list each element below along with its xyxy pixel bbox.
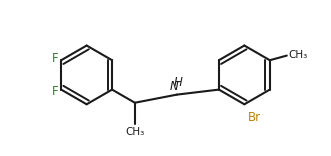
Text: F: F xyxy=(52,52,59,65)
Text: H: H xyxy=(174,76,183,89)
Text: N: N xyxy=(170,80,179,93)
Text: CH₃: CH₃ xyxy=(288,50,307,60)
Text: F: F xyxy=(52,85,59,98)
Text: Br: Br xyxy=(248,111,261,124)
Text: CH₃: CH₃ xyxy=(125,127,144,137)
